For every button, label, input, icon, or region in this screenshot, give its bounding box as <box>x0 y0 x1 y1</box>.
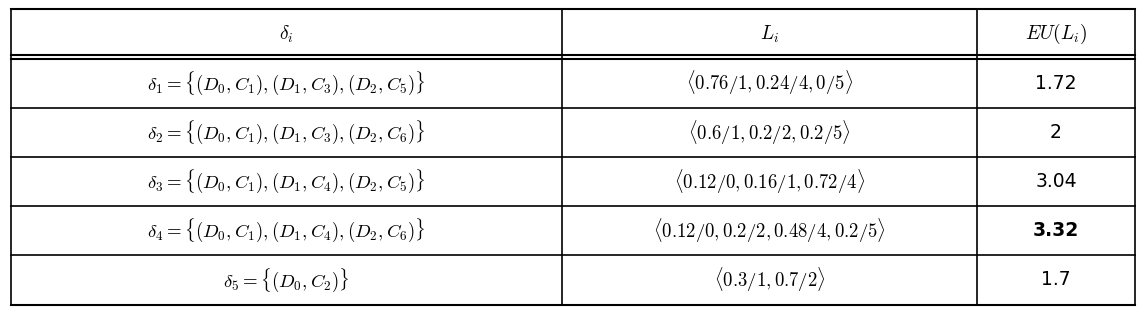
Text: $\delta_i$: $\delta_i$ <box>280 23 293 45</box>
Text: $\langle 0.3/1, 0.7/2\rangle$: $\langle 0.3/1, 0.7/2\rangle$ <box>714 266 825 294</box>
Text: $\langle 0.12/0, 0.2/2, 0.48/4, 0.2/5\rangle$: $\langle 0.12/0, 0.2/2, 0.48/4, 0.2/5\ra… <box>653 217 886 245</box>
Text: 1.7: 1.7 <box>1041 270 1070 290</box>
Text: $\delta_4 = \{(D_0,C_1),(D_1,C_4),(D_2,C_6)\}$: $\delta_4 = \{(D_0,C_1),(D_1,C_4),(D_2,C… <box>148 217 426 245</box>
Text: 3.32: 3.32 <box>1033 221 1080 240</box>
Text: $\langle 0.6/1, 0.2/2, 0.2/5\rangle$: $\langle 0.6/1, 0.2/2, 0.2/5\rangle$ <box>688 118 851 147</box>
Text: 1.72: 1.72 <box>1035 74 1077 93</box>
Text: $\delta_2 = \{(D_0,C_1),(D_1,C_3),(D_2,C_6)\}$: $\delta_2 = \{(D_0,C_1),(D_1,C_3),(D_2,C… <box>148 119 426 146</box>
Text: $\delta_5 = \{(D_0,C_2)\}$: $\delta_5 = \{(D_0,C_2)\}$ <box>223 266 350 294</box>
Text: $\delta_3 = \{(D_0,C_1),(D_1,C_4),(D_2,C_5)\}$: $\delta_3 = \{(D_0,C_1),(D_1,C_4),(D_2,C… <box>148 168 426 195</box>
Text: 2: 2 <box>1050 123 1062 142</box>
Text: $\delta_1 = \{(D_0,C_1),(D_1,C_3),(D_2,C_5)\}$: $\delta_1 = \{(D_0,C_1),(D_1,C_3),(D_2,C… <box>148 69 426 97</box>
Text: $EU(L_i)$: $EU(L_i)$ <box>1025 22 1086 46</box>
Text: 3.04: 3.04 <box>1035 172 1077 191</box>
Text: $\langle 0.76/1, 0.24/4, 0/5\rangle$: $\langle 0.76/1, 0.24/4, 0/5\rangle$ <box>686 69 853 97</box>
Text: $L_i$: $L_i$ <box>760 23 779 45</box>
Text: $\langle 0.12/0, 0.16/1, 0.72/4\rangle$: $\langle 0.12/0, 0.16/1, 0.72/4\rangle$ <box>674 167 865 196</box>
